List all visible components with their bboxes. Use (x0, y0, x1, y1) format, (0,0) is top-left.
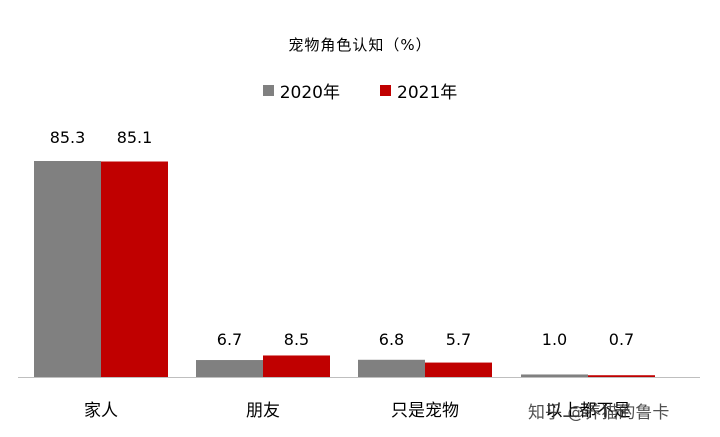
legend-label-2020: 2020年 (279, 83, 340, 103)
data-label-2020-3: 1.0 (542, 330, 567, 349)
legend-swatch-2020 (262, 85, 274, 96)
bar-2020-1 (196, 360, 263, 377)
data-label-2021-1: 8.5 (284, 330, 309, 349)
bar-2020-2 (358, 359, 425, 377)
data-label-2020-0: 85.3 (50, 128, 86, 147)
category-label-0: 家人 (84, 401, 118, 421)
bar-2020-3 (521, 374, 588, 377)
data-label-2020-1: 6.7 (217, 330, 242, 349)
chart-legend: 2020年 2021年 (0, 78, 720, 103)
category-label-1: 朋友 (246, 401, 280, 421)
data-label-2021-2: 5.7 (446, 330, 471, 349)
bar-2020-0 (34, 161, 101, 377)
data-label-2021-3: 0.7 (609, 330, 634, 349)
bar-2021-0 (101, 161, 168, 377)
watermark-text: 知乎 @养猫的鲁卡 (528, 403, 670, 423)
bar-2021-3 (588, 375, 655, 377)
legend-item-2021: 2021年 (380, 78, 457, 103)
bar-2021-2 (425, 362, 492, 377)
chart-title: 宠物角色认知（%） (288, 36, 432, 54)
category-label-3: 以上都不是 (546, 401, 631, 421)
legend-label-2021: 2021年 (397, 83, 458, 103)
data-label-2021-0: 85.1 (117, 128, 153, 147)
bar-2021-1 (263, 355, 330, 377)
category-label-2: 只是宠物 (391, 401, 459, 421)
legend-swatch-2021 (380, 85, 391, 96)
data-label-2020-2: 6.8 (379, 330, 404, 349)
legend-item-2020: 2020年 (262, 78, 340, 103)
